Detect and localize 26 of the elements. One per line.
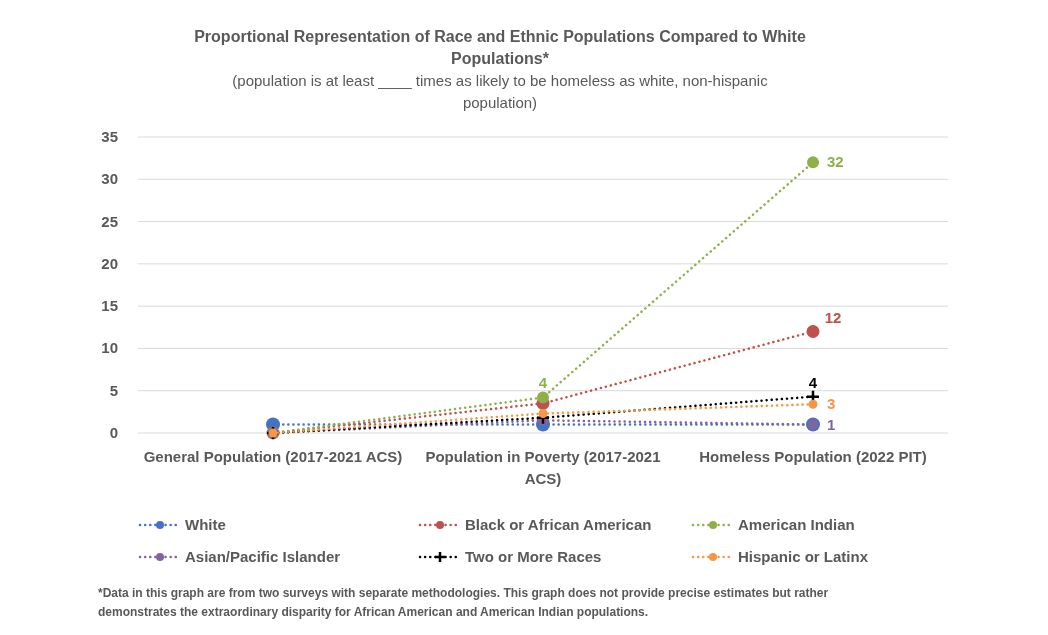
data-label: 4: [808, 373, 818, 391]
y-tick-label: 25: [101, 212, 118, 230]
y-tick-label: 10: [101, 339, 118, 357]
y-tick-label: 15: [101, 297, 118, 315]
data-label: 4: [538, 374, 548, 392]
chart-subtitle: (population is at least ____ times as likely to be homeless as white, non-hispanic population): [232, 72, 769, 111]
legend-label: White: [185, 516, 226, 533]
y-tick-label: 20: [101, 254, 118, 272]
chart-title: Proportional Representation of Race and Ethnic Populations Compared to White Populations*: [194, 28, 806, 67]
x-tick-label: Homeless Population (2022 PIT): [699, 448, 927, 465]
legend-label: Two or More Races: [465, 548, 602, 565]
data-label: 3: [827, 395, 836, 413]
legend-label: Asian/Pacific Islander: [185, 548, 341, 565]
y-tick-label: 5: [109, 381, 118, 399]
legend-label: Hispanic or Latinx: [738, 548, 869, 565]
legend-label: Black or African American: [465, 516, 652, 533]
data-label: 32: [827, 153, 844, 171]
data-label: 12: [824, 308, 842, 326]
x-tick-label: General Population (2017-2021 ACS): [143, 448, 403, 465]
legend-label: American Indian: [738, 516, 855, 533]
y-tick-label: 30: [101, 170, 118, 188]
text: *Data in this graph are from two surveys with separate methodologies. This graph does not provide precise estimates but rather demonstrates the extraordinary disparity for African American and American Indian populations.: [98, 586, 829, 619]
y-tick-label: 35: [101, 128, 118, 145]
x-tick-label: Population in Poverty (2017-2021 ACS): [425, 448, 661, 487]
y-tick-label: 0: [109, 424, 118, 441]
data-label: 1: [827, 415, 836, 433]
